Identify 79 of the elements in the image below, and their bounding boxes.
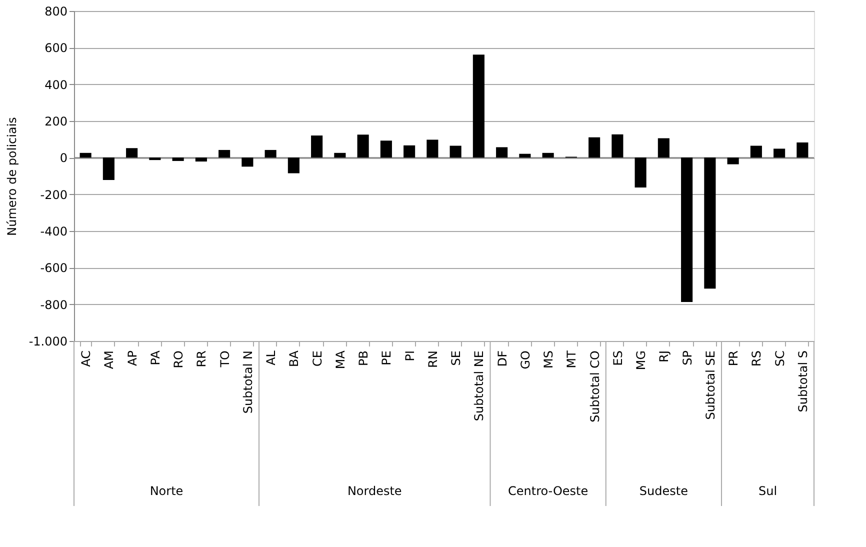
bar [195,158,207,162]
y-tick-label: -1.000 [28,334,68,348]
bar [172,158,184,161]
x-tick-label: Subtotal SE [703,350,718,420]
x-tick-label: MT [564,350,579,368]
x-tick-label: Subtotal CO [588,350,602,422]
bar [496,147,508,158]
y-tick-label: 800 [44,4,68,18]
x-tick-label: RN [426,350,440,368]
x-tick-label: MS [542,350,556,368]
x-tick-label: RR [194,350,209,368]
y-tick-label: 600 [44,41,68,56]
x-tick-label: SP [680,350,694,366]
bar [242,158,254,167]
x-tick-label: SC [772,350,787,366]
x-tick-label: PR [726,350,741,366]
bar [774,148,786,158]
bar [126,148,138,158]
text: Sudeste [639,484,688,498]
bar [80,152,92,158]
y-tick-label: 400 [44,78,68,92]
bar [357,134,369,158]
bar [681,158,693,302]
bar [612,134,624,158]
x-tick-label: AM [102,350,116,370]
y-tick-label: 0 [60,151,68,166]
x-tick-label: PI [402,350,417,362]
x-tick-label: RJ [657,350,672,362]
bar [102,158,114,180]
x-tick-label: Subtotal S [796,350,810,412]
x-tick-label: Subtotal NE [472,350,486,422]
bar [519,154,531,158]
x-tick-label: AL [264,350,278,366]
x-tick-label: AP [125,350,140,366]
x-tick-label: AC [79,350,94,367]
bar [334,152,346,158]
bar [380,140,392,158]
bar [750,146,762,158]
bar [634,158,646,188]
bar [288,158,300,174]
x-tick-label: ES [610,350,625,366]
bar [658,138,670,158]
text: Norte [150,484,184,498]
bar [450,146,462,158]
y-tick-label: -600 [40,261,68,276]
bar [542,152,554,158]
y-tick-label: 200 [44,114,68,128]
x-tick-label: SE [449,350,464,366]
x-tick-label: PB [356,350,371,366]
x-tick-label: PA [148,350,162,366]
x-tick-label: DF [495,350,510,367]
x-tick-label: MG [634,350,648,370]
bar [311,135,323,158]
y-tick-label: -200 [40,188,68,202]
bar [218,150,230,158]
x-tick-label: MA [333,350,348,370]
x-tick-label: Subtotal N [240,350,255,414]
x-tick-label: GO [518,350,532,370]
bar [404,145,416,158]
x-tick-label: RO [172,350,186,368]
bar [149,158,161,160]
bar [727,158,739,164]
text: Nordeste [347,484,402,498]
bar [472,54,484,158]
x-tick-label: RS [750,350,764,366]
bar [588,137,600,158]
x-tick-label: BA [287,350,302,367]
bar [704,158,716,289]
x-tick-label: CE [310,350,324,366]
text: Sul [758,484,778,498]
bar [264,150,276,158]
y-tick-label: -800 [40,298,68,312]
y-tick-label: -400 [40,224,68,238]
x-tick-label: TO [218,350,232,368]
bar [796,142,808,158]
bar [426,140,438,158]
x-tick-label: PE [380,350,394,366]
y-axis-title: Número de policiais [4,117,19,236]
text: Centro-Oeste [508,484,588,498]
